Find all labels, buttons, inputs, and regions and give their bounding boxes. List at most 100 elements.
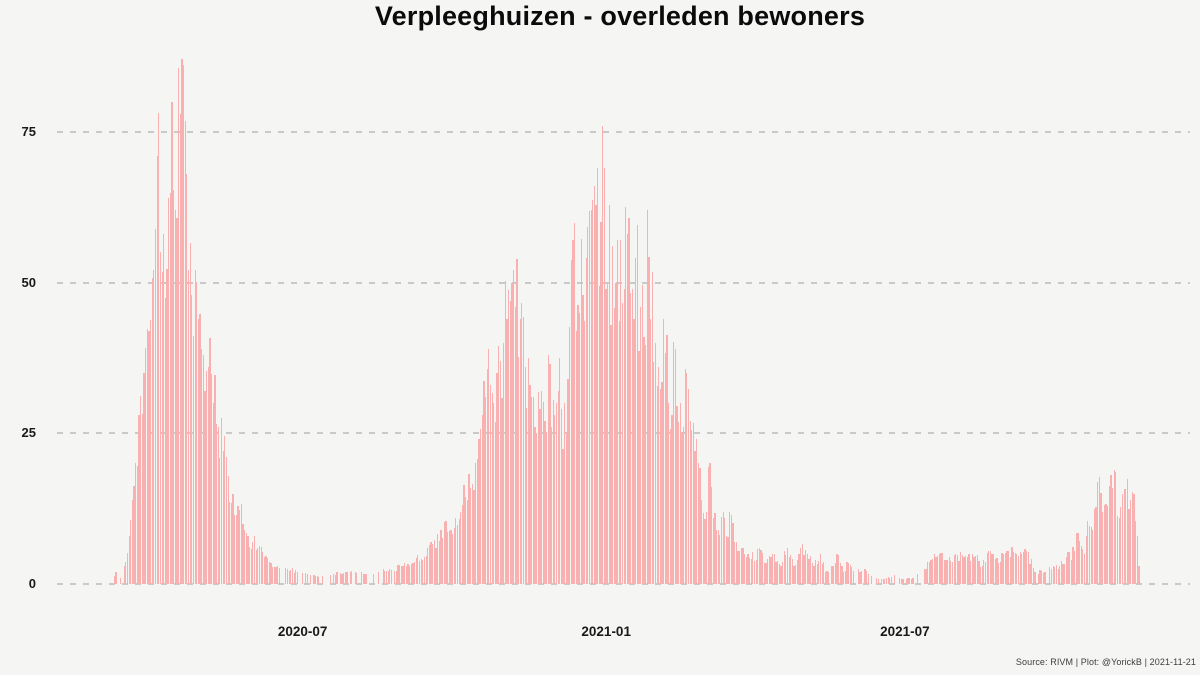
bar bbox=[671, 415, 673, 584]
bar bbox=[336, 571, 338, 584]
bar bbox=[833, 566, 835, 584]
bar bbox=[1085, 536, 1087, 584]
bar bbox=[702, 512, 704, 584]
bar bbox=[803, 554, 805, 584]
bar bbox=[598, 285, 600, 584]
bar bbox=[956, 555, 959, 584]
bar bbox=[625, 206, 627, 584]
bar bbox=[806, 553, 808, 584]
bar bbox=[955, 553, 957, 584]
bar bbox=[285, 568, 287, 584]
bar bbox=[757, 548, 759, 584]
bar bbox=[295, 570, 297, 584]
bar bbox=[908, 578, 911, 584]
bar bbox=[966, 557, 968, 584]
bar bbox=[1019, 552, 1021, 584]
bar bbox=[623, 288, 625, 584]
bar bbox=[937, 556, 939, 584]
bar bbox=[527, 358, 530, 584]
bar bbox=[1072, 547, 1074, 584]
bar bbox=[603, 167, 605, 584]
bar bbox=[362, 573, 365, 584]
bar bbox=[258, 545, 261, 584]
bar bbox=[204, 391, 206, 584]
bar bbox=[707, 467, 709, 584]
bar bbox=[1093, 508, 1096, 584]
bar bbox=[760, 549, 762, 584]
y-tick-label: 75 bbox=[21, 123, 36, 139]
bar bbox=[1039, 569, 1041, 584]
bar bbox=[1095, 506, 1097, 584]
bar bbox=[616, 240, 619, 584]
y-tick-label: 0 bbox=[28, 576, 36, 591]
bar bbox=[484, 397, 487, 584]
gridline-y25 bbox=[57, 432, 1190, 435]
bar bbox=[143, 372, 145, 584]
bar bbox=[428, 544, 431, 584]
bar bbox=[511, 282, 513, 584]
bar bbox=[1050, 568, 1053, 584]
bar bbox=[427, 547, 429, 584]
bar bbox=[724, 517, 726, 584]
bar bbox=[554, 415, 556, 584]
bar bbox=[526, 408, 528, 584]
bar bbox=[437, 533, 439, 584]
bar bbox=[402, 565, 404, 584]
bar bbox=[186, 174, 188, 584]
bar bbox=[859, 571, 861, 584]
bar bbox=[260, 547, 262, 584]
bar bbox=[1125, 488, 1127, 584]
bar bbox=[597, 167, 599, 584]
bar bbox=[735, 542, 737, 584]
bar bbox=[397, 565, 399, 584]
bar bbox=[1042, 573, 1044, 584]
bar bbox=[613, 308, 615, 584]
bar bbox=[438, 541, 440, 584]
bar bbox=[310, 574, 312, 584]
bar bbox=[668, 403, 670, 584]
bar bbox=[278, 567, 280, 584]
bar bbox=[839, 562, 841, 584]
bar bbox=[120, 578, 122, 584]
bar bbox=[595, 204, 597, 584]
bar bbox=[687, 388, 690, 584]
bar bbox=[605, 288, 607, 584]
bar bbox=[1024, 549, 1026, 584]
bar bbox=[621, 302, 624, 584]
bar bbox=[562, 448, 564, 584]
bar bbox=[984, 562, 987, 584]
bar bbox=[765, 562, 767, 584]
bar bbox=[643, 336, 645, 584]
bar bbox=[826, 570, 828, 584]
bar bbox=[128, 535, 130, 584]
bar bbox=[842, 571, 845, 584]
bar bbox=[461, 504, 464, 584]
bar bbox=[986, 553, 988, 584]
bar bbox=[730, 515, 732, 584]
bar bbox=[988, 551, 990, 584]
bar bbox=[156, 155, 158, 584]
bar bbox=[247, 535, 249, 584]
bar bbox=[664, 353, 666, 584]
bar bbox=[602, 125, 604, 584]
bar bbox=[1074, 550, 1076, 584]
bar bbox=[618, 320, 620, 584]
bar bbox=[176, 218, 178, 584]
bar bbox=[333, 573, 335, 584]
bar bbox=[145, 347, 147, 584]
bar bbox=[818, 561, 820, 584]
bar bbox=[382, 568, 384, 584]
bar bbox=[115, 571, 117, 584]
bar bbox=[1037, 574, 1039, 584]
bar bbox=[875, 578, 878, 584]
bar bbox=[516, 259, 518, 584]
bar bbox=[316, 575, 318, 584]
bar bbox=[877, 578, 879, 584]
bar bbox=[577, 305, 579, 584]
bar bbox=[709, 463, 711, 584]
bar bbox=[739, 551, 741, 584]
bar bbox=[899, 578, 901, 584]
bar bbox=[351, 570, 353, 584]
bar bbox=[339, 572, 341, 584]
bar bbox=[1006, 550, 1008, 584]
